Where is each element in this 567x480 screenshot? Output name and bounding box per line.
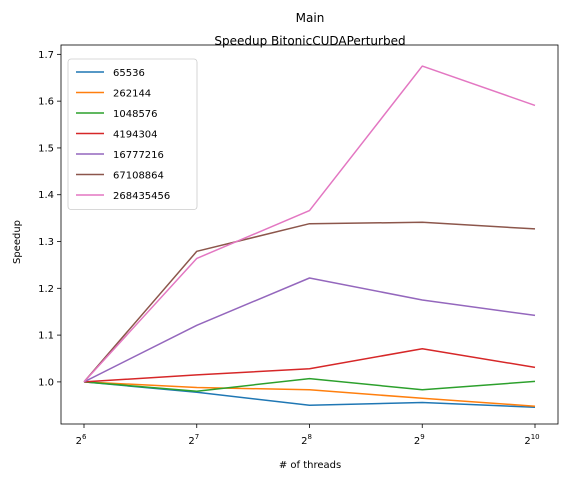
x-tick-label: 210: [524, 433, 539, 447]
legend-label: 262144: [113, 89, 151, 100]
plot-area: [83, 65, 536, 408]
x-tick-label: 26: [76, 433, 87, 447]
y-tick-label: 1.6: [38, 97, 54, 108]
legend-label: 268435456: [113, 191, 170, 202]
y-tick-label: 1.1: [38, 331, 54, 342]
legend-label: 1048576: [113, 109, 158, 120]
series-line-268435456: [83, 65, 536, 383]
y-tick-label: 1.7: [38, 50, 54, 61]
y-axis-label: Speedup: [12, 220, 23, 264]
chart-subtitle: Speedup BitonicCUDAPerturbed: [214, 34, 405, 48]
legend-label: 65536: [113, 68, 145, 79]
series-line-1048576: [83, 377, 536, 392]
chart-title: Main: [296, 11, 325, 25]
x-tick-label: 27: [188, 433, 199, 447]
y-tick-label: 1.2: [38, 284, 54, 295]
y-tick-label: 1.0: [38, 377, 54, 388]
series-line-262144: [83, 381, 536, 407]
series-line-4194304: [83, 347, 536, 383]
x-tick-label: 29: [414, 433, 425, 447]
y-tick-label: 1.5: [38, 143, 54, 154]
y-tick-label: 1.3: [38, 237, 54, 248]
legend-label: 16777216: [113, 150, 164, 161]
x-tick-label: 28: [301, 433, 312, 447]
legend-label: 4194304: [113, 130, 158, 141]
legend: 65536 262144 1048576 4194304 16777216 6710886…: [67, 58, 198, 210]
legend-box: [67, 58, 198, 210]
x-axis-label: # of threads: [279, 460, 341, 471]
y-tick-label: 1.4: [38, 190, 54, 201]
series-line-67108864: [83, 221, 536, 383]
axes: 1.0 1.1 1.2 1.3 1.4 1.5 1.6 1.7 26 27 28 29 210: [38, 44, 559, 447]
series-line-16777216: [83, 277, 536, 383]
legend-label: 67108864: [113, 171, 164, 182]
